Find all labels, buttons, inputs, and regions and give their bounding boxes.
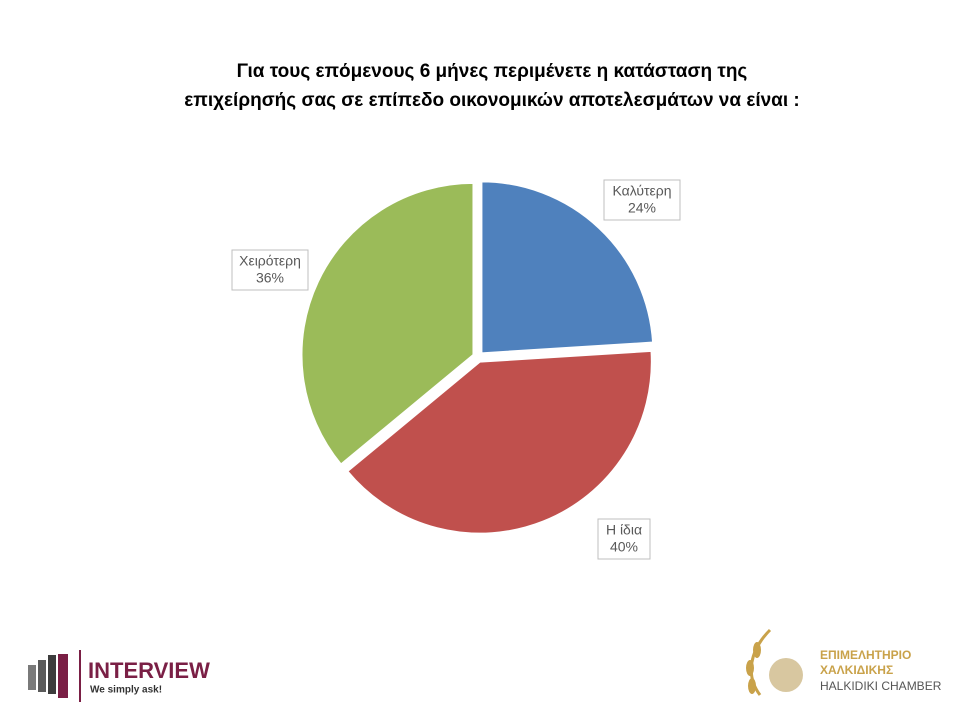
chart-title: Για τους επόμενους 6 μήνες περιμένετε η … [237, 61, 748, 82]
label-box [231, 249, 309, 291]
logo-text: ΕΠΙΜΕΛΗΤΗΡΙΟ [820, 648, 911, 662]
interview-logo: INTERVIEW We simply ask! [28, 650, 210, 702]
logo-text: ΧΑΛΚΙΔΙΚΗΣ [820, 663, 893, 677]
label-box [603, 179, 681, 221]
value-label: 24% [628, 200, 656, 216]
value-label: 36% [256, 270, 284, 286]
category-label: Η ίδια [606, 522, 642, 538]
logo-name: INTERVIEW [88, 658, 210, 683]
chart-title: επιχείρησής σας σε επίπεδο οικονομικών α… [184, 90, 800, 111]
label-box [597, 518, 651, 560]
category-label: Καλύτερη [612, 183, 671, 199]
pie-slice [480, 180, 655, 355]
chamber-logo: ΕΠΙΜΕΛΗΤΗΡΙΟ ΧΑΛΚΙΔΙΚΗΣ HALKIDIKI CHAMBE… [746, 628, 942, 696]
pie-slice [300, 181, 475, 466]
logo-text: HALKIDIKI CHAMBER [820, 679, 942, 693]
value-label: 40% [610, 539, 638, 555]
logo-tagline: We simply ask! [90, 685, 162, 696]
category-label: Χειρότερη [239, 253, 301, 269]
pie-slice [345, 349, 653, 535]
